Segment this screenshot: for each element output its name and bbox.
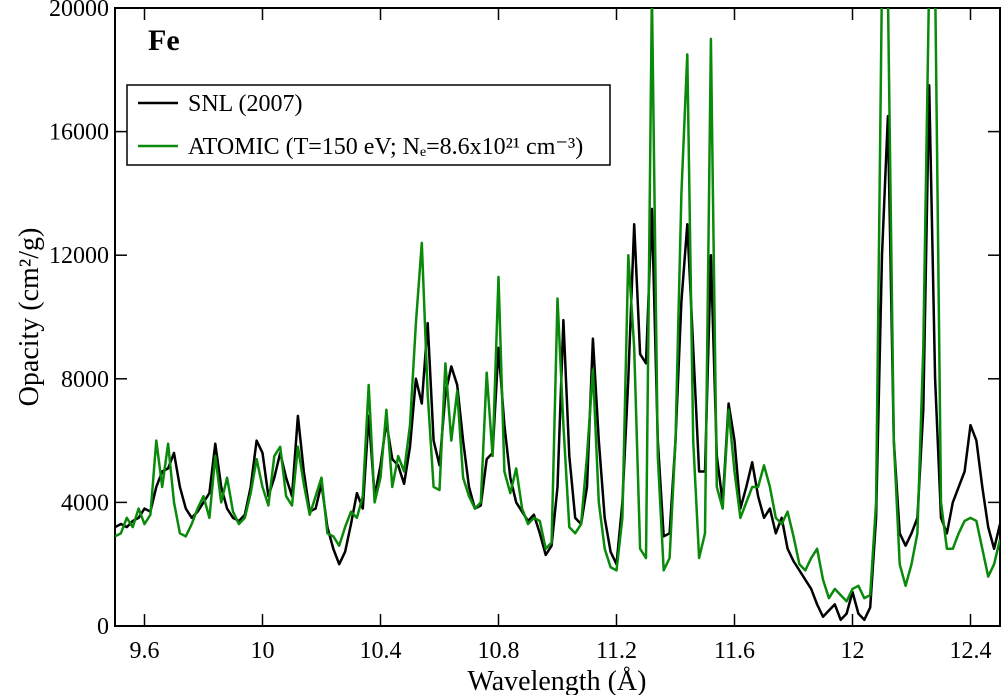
legend-box [126,84,611,166]
x-tick-label: 11.2 [596,638,637,664]
x-tick-label: 10.4 [360,638,402,664]
x-tick-label: 12 [841,638,865,664]
data-line [115,84,1000,622]
legend-label: ATOMIC (T=150 eV; Nₑ=8.6x10²¹ cm⁻³) [188,134,583,160]
y-tick-label: 20000 [49,0,109,22]
y-tick-label: 0 [97,614,109,640]
y-tick-label: 8000 [61,367,109,393]
y-tick-label: 16000 [49,120,109,146]
x-tick-label: 11.6 [714,638,755,664]
x-tick-label: 10 [251,638,275,664]
x-tick-label: 12.4 [950,638,992,664]
x-tick-label: 9.6 [130,638,160,664]
y-tick-label: 12000 [49,243,109,269]
y-tick-label: 4000 [61,490,109,516]
plot-frame [114,7,1001,627]
data-line [115,8,1000,603]
y-axis-label: Opacity (cm²/g) [14,228,45,407]
x-axis-label: Wavelength (Å) [468,666,647,695]
annotation: Fe [148,24,180,57]
legend-label: SNL (2007) [188,91,302,117]
x-tick-label: 10.8 [478,638,520,664]
